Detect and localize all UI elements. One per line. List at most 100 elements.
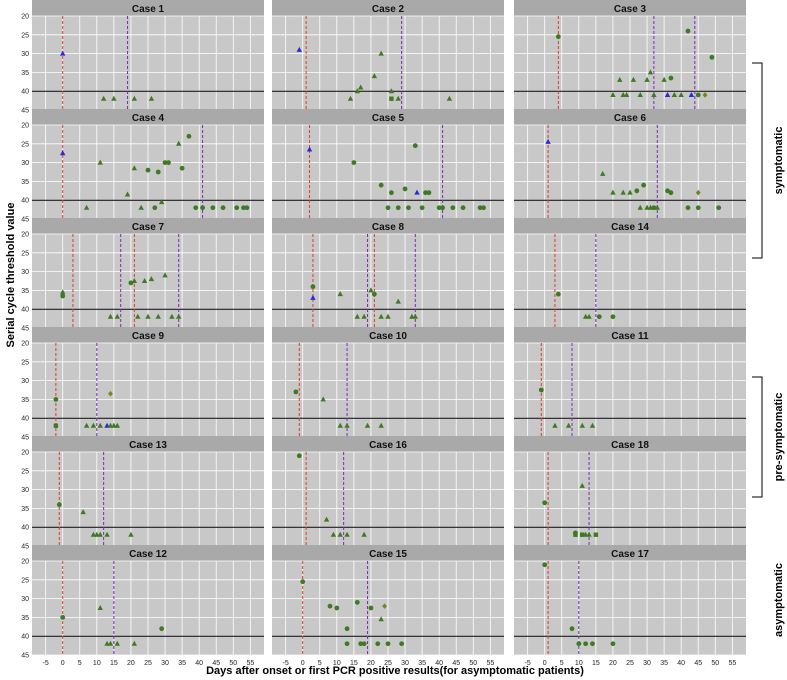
data-point-circle <box>542 500 548 506</box>
data-point-triangle <box>296 46 302 52</box>
data-point-triangle <box>114 422 120 428</box>
data-point-triangle <box>97 605 103 610</box>
data-point-triangle <box>337 291 343 297</box>
data-point-triangle <box>610 91 616 97</box>
x-tick-label: 45 <box>212 660 220 667</box>
data-point-triangle <box>664 91 671 97</box>
data-point-circle <box>344 626 350 632</box>
data-point-circle <box>244 205 250 211</box>
panel-case-8: Case 8 <box>272 218 504 329</box>
y-tick-label: 20 <box>21 450 29 457</box>
panel-header <box>32 545 264 561</box>
data-point-triangle <box>104 531 110 537</box>
data-point-circle <box>385 641 391 647</box>
data-point-triangle <box>647 69 654 75</box>
data-point-circle <box>344 641 350 647</box>
data-point-triangle <box>627 189 633 195</box>
panel-title: Case 7 <box>132 222 165 233</box>
data-point-triangle <box>111 422 117 428</box>
data-point-triangle <box>378 422 384 428</box>
data-point-circle <box>419 205 425 211</box>
data-point-triangle <box>83 204 90 210</box>
group-bracket <box>752 62 763 259</box>
x-tick-label: -5 <box>283 660 289 667</box>
y-tick-label: 35 <box>21 288 29 295</box>
y-tick-label: 30 <box>21 160 29 167</box>
data-point-triangle <box>651 91 657 97</box>
y-tick-label: 30 <box>21 378 29 385</box>
data-point-triangle <box>620 91 626 97</box>
panel-header <box>272 327 504 343</box>
data-point-circle <box>668 190 674 196</box>
panel-header <box>32 327 264 343</box>
panel-title: Case 15 <box>369 549 407 560</box>
panel-header <box>514 327 746 343</box>
data-point-circle <box>426 190 432 196</box>
x-tick-label: 0 <box>61 660 65 667</box>
data-point-square <box>389 96 394 101</box>
data-point-circle <box>56 502 62 508</box>
panel-case-13: Case 13 20 25 30 35 40 45 <box>21 436 264 551</box>
data-point-square <box>593 532 599 537</box>
panel-header <box>32 109 264 125</box>
panel-header <box>32 218 264 234</box>
data-point-circle <box>542 562 548 568</box>
data-point-diamond <box>108 390 113 397</box>
group-label: asymptomatic <box>773 563 785 637</box>
x-tick-label: 30 <box>161 660 169 667</box>
y-tick-label: 35 <box>21 506 29 513</box>
panel-title: Case 10 <box>369 331 407 342</box>
x-tick-label: 40 <box>677 660 685 667</box>
panel-header <box>32 436 264 452</box>
data-point-circle <box>695 92 701 98</box>
data-point-triangle <box>337 531 343 537</box>
data-point-triangle <box>364 422 371 428</box>
x-tick-label: 15 <box>592 660 600 667</box>
data-point-triangle <box>644 76 650 82</box>
y-tick-label: 25 <box>21 141 29 148</box>
data-point-triangle <box>60 50 66 56</box>
x-tick-label: 30 <box>643 660 651 667</box>
panel-title: Case 5 <box>372 113 405 124</box>
data-point-triangle <box>579 482 585 488</box>
y-tick-label: 40 <box>21 307 29 314</box>
data-point-circle <box>477 205 483 211</box>
data-point-circle <box>361 641 367 647</box>
data-point-triangle <box>630 76 637 82</box>
data-point-triangle <box>131 640 138 646</box>
data-point-circle <box>145 167 151 173</box>
data-point-triangle <box>176 140 182 146</box>
x-tick-label: 5 <box>560 660 564 667</box>
data-point-diamond <box>702 92 708 98</box>
data-point-circle <box>166 160 171 166</box>
data-point-circle <box>402 186 408 192</box>
data-point-triangle <box>610 189 616 195</box>
data-point-triangle <box>344 422 350 428</box>
data-point-circle <box>440 205 445 211</box>
panel-case-3: Case 3 <box>514 0 746 111</box>
data-point-triangle <box>155 313 161 319</box>
data-point-triangle <box>620 189 626 195</box>
data-point-circle <box>159 626 165 632</box>
data-point-circle <box>450 205 456 211</box>
data-point-triangle <box>388 88 395 94</box>
data-point-circle <box>234 205 240 211</box>
data-point-circle <box>596 314 602 320</box>
data-point-circle <box>481 205 486 211</box>
panel-case-14: Case 14 <box>514 218 746 329</box>
x-tick-label: 15 <box>110 660 118 667</box>
x-tick-label: 55 <box>246 660 254 667</box>
panel-case-11: Case 11 <box>514 327 746 438</box>
data-point-triangle <box>330 531 337 537</box>
data-point-diamond <box>382 603 387 609</box>
data-point-triangle <box>310 294 316 300</box>
panel-title: Case 1 <box>132 4 165 15</box>
panel-case-7: Case 7 20 25 30 35 40 45 <box>21 218 264 333</box>
x-tick-label: 55 <box>728 660 736 667</box>
panel-title: Case 9 <box>132 331 165 342</box>
y-tick-label: 45 <box>21 217 29 224</box>
data-point-circle <box>555 34 561 40</box>
data-point-triangle <box>446 95 453 101</box>
data-point-triangle <box>320 396 326 402</box>
x-tick-label: 10 <box>575 660 583 667</box>
